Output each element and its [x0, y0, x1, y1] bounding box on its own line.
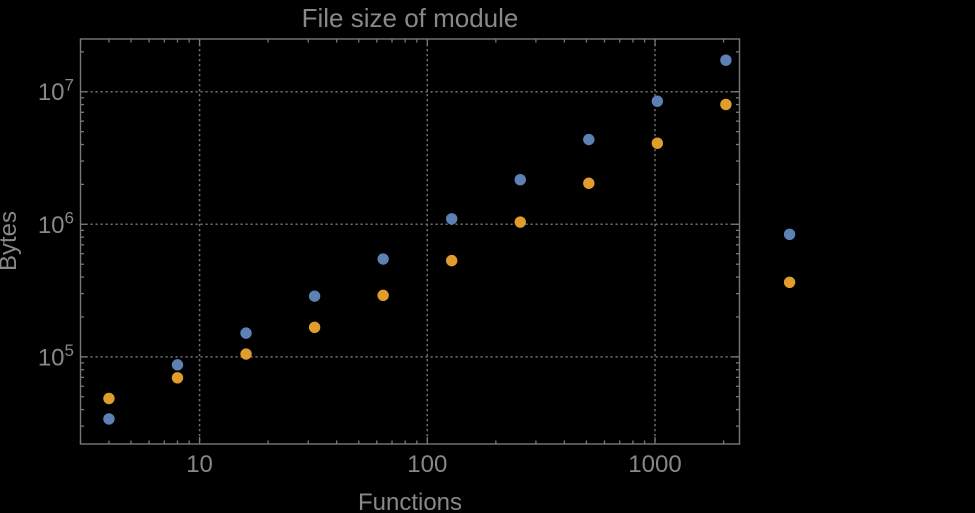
- gridlines: [80, 39, 740, 444]
- data-point-orange-series-x8: [171, 372, 184, 384]
- data-point-orange-series-x64: [377, 289, 389, 302]
- x-tick-labels: 10 100 1000: [186, 451, 681, 478]
- data-point-blue-series-x4: [103, 413, 115, 425]
- x-axis-label: Functions: [358, 489, 462, 513]
- data-point-orange-series-x32: [308, 321, 321, 334]
- y-tick-labels: 105 106 107: [38, 76, 74, 372]
- data-point-blue-series-x2048: [720, 54, 732, 66]
- data-point-orange-series-x4: [103, 392, 115, 405]
- x-tick-label-1000: 1000: [628, 451, 681, 478]
- plot-frame: [79, 38, 741, 445]
- data-point-blue-series-x128: [445, 213, 458, 225]
- data-point-blue-series-x16: [240, 327, 252, 339]
- y-tick-label-10e5: 105: [38, 341, 74, 372]
- x-tick-label-100: 100: [407, 451, 447, 478]
- chart-title: File size of module: [302, 3, 519, 33]
- data-point-orange-series-x1024: [651, 137, 664, 149]
- y-tick-label-10e6: 106: [38, 208, 74, 239]
- y-axis-label: Bytes: [0, 211, 22, 271]
- right-marker-blue: [783, 228, 796, 241]
- data-point-orange-series-x2048: [720, 98, 732, 111]
- data-point-blue-series-x8: [171, 359, 184, 371]
- y-tick-label-10e7: 107: [38, 76, 74, 107]
- unlabeled-right-markers: [783, 228, 796, 289]
- data-point-orange-series-x512: [583, 177, 595, 189]
- x-tick-label-10: 10: [186, 451, 213, 478]
- data-point-orange-series-x128: [445, 254, 458, 267]
- data-point-blue-series-x1024: [651, 95, 664, 107]
- right-marker-orange: [783, 276, 796, 289]
- data-point-orange-series-x16: [240, 348, 252, 360]
- data-point-blue-series-x64: [377, 253, 389, 265]
- axis-ticks: [79, 39, 740, 444]
- data-point-blue-series-x32: [308, 290, 321, 302]
- data-points: [103, 54, 732, 425]
- data-point-orange-series-x256: [514, 216, 526, 228]
- data-point-blue-series-x512: [583, 133, 595, 146]
- data-point-blue-series-x256: [514, 173, 526, 186]
